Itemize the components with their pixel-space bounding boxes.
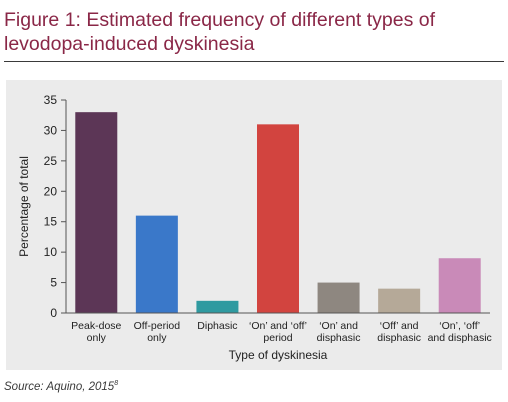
x-axis-label: Type of dyskinesia [229, 348, 328, 362]
y-tick-label: 5 [50, 276, 57, 290]
bar-chart: 0 5 10 15 20 25 30 35 Peak-dose only Off-period on… [17, 93, 492, 362]
x-axis-tick-labels: Peak-dose only Off-period only Diphasic ‘On’ … [71, 320, 492, 344]
y-tick-label: 0 [50, 306, 57, 320]
x-tick-label: Diphasic [197, 320, 237, 332]
bar [257, 124, 299, 313]
x-tick-label: Off-period only [134, 320, 181, 344]
y-axis-ticks: 0 5 10 15 20 25 30 35 [44, 93, 66, 320]
y-tick-label: 10 [44, 245, 58, 259]
source-reference: 8 [114, 380, 119, 387]
bar [135, 215, 178, 313]
bar [196, 300, 239, 313]
chart-panel: 0 5 10 15 20 25 30 35 Peak-dose only Off-period on… [6, 80, 502, 370]
x-tick-label: ‘On’, ‘off’ and disphasic [428, 320, 492, 344]
x-tick-label: ‘On’ and disphasic [317, 320, 361, 344]
x-tick-label: ‘Off’ and disphasic [377, 320, 421, 344]
bar [378, 288, 421, 313]
x-tick-label: Peak-dose only [71, 320, 121, 344]
y-axis-label: Percentage of total [17, 156, 31, 257]
title-divider [4, 61, 504, 62]
source-text: Source: Aquino, 2015 [4, 380, 115, 393]
bar [75, 112, 118, 313]
source-note: Source: Aquino, 20158 [4, 380, 118, 393]
y-tick-label: 35 [44, 93, 58, 107]
bar [317, 282, 360, 313]
y-tick-label: 25 [44, 154, 58, 168]
bar [438, 258, 481, 313]
bar-series [75, 112, 481, 313]
y-tick-label: 15 [44, 215, 58, 229]
y-tick-label: 20 [44, 184, 58, 198]
y-tick-label: 30 [44, 123, 58, 137]
figure-title: Figure 1: Estimated frequency of differe… [4, 9, 436, 55]
x-tick-label: ‘On’ and ‘off’ period [249, 320, 307, 344]
